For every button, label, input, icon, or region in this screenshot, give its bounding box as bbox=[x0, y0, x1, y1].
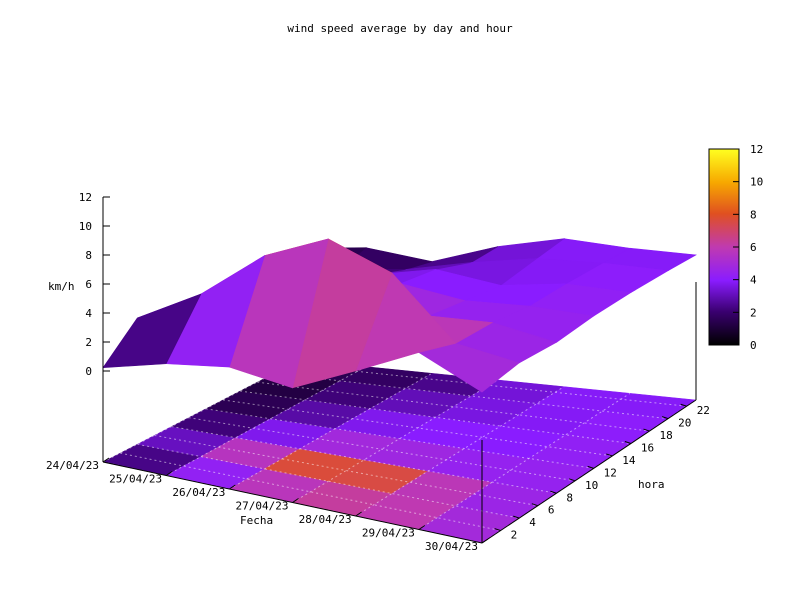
x-tick-mark bbox=[102, 457, 110, 463]
y-tick-label: 22 bbox=[697, 404, 710, 417]
x-tick-label: 26/04/23 bbox=[172, 486, 225, 499]
y-tick-label: 6 bbox=[548, 504, 555, 517]
x-tick-mark bbox=[418, 525, 426, 530]
x-tick-labels: 24/04/23 25/04/23 26/04/23 27/04/23 28/04/23… bbox=[46, 457, 489, 553]
z-tick-label: 0 bbox=[85, 365, 92, 378]
x-tick-label: 30/04/23 bbox=[425, 540, 478, 553]
chart-title: wind speed average by day and hour bbox=[287, 22, 513, 35]
y-tick-label: 20 bbox=[678, 417, 691, 430]
x-tick-label: 25/04/23 bbox=[109, 473, 162, 486]
colorbar-tick-label: 10 bbox=[750, 176, 763, 189]
x-tick-label: 27/04/23 bbox=[236, 500, 289, 513]
y-axis-line bbox=[481, 399, 697, 544]
colorbar-tick-label: 6 bbox=[750, 241, 757, 254]
y-tick-mark bbox=[531, 503, 538, 507]
floor-grid-line bbox=[229, 372, 433, 490]
x-tick-label: 29/04/23 bbox=[362, 527, 415, 540]
colorbar-tick-label: 4 bbox=[750, 274, 757, 287]
y-tick-mark bbox=[513, 515, 520, 519]
x-tick-mark bbox=[165, 471, 173, 476]
colorbar-ticks: 0 2 4 6 8 10 12 bbox=[733, 143, 763, 352]
colorbar-tick-label: 0 bbox=[750, 339, 757, 352]
floor-grid-line bbox=[205, 408, 594, 469]
z-tick-labels: 0 2 4 6 8 10 12 bbox=[79, 191, 110, 378]
floor-grid-line bbox=[222, 399, 613, 457]
floor-grid-line bbox=[188, 417, 576, 482]
y-tick-label: 10 bbox=[585, 479, 598, 492]
colorbar-tick-label: 2 bbox=[750, 306, 757, 319]
base-heatmap bbox=[102, 359, 697, 544]
x-tick-label: 28/04/23 bbox=[299, 513, 352, 526]
colorbar-tick-label: 8 bbox=[750, 208, 757, 221]
x-axis-label: Fecha bbox=[240, 514, 273, 527]
floor-gridlines bbox=[102, 359, 697, 544]
z-tick-label: 4 bbox=[85, 307, 92, 320]
y-tick-mark bbox=[494, 528, 501, 532]
x-tick-mark bbox=[229, 484, 236, 490]
y-tick-mark bbox=[661, 416, 669, 420]
floor-grid-line bbox=[102, 359, 301, 463]
surface-plot bbox=[102, 238, 697, 393]
floor-grid-line bbox=[274, 372, 669, 420]
y-tick-mark bbox=[680, 403, 687, 407]
y-tick-mark bbox=[587, 465, 594, 469]
floor-grid-line bbox=[257, 381, 650, 432]
y-tick-label: 2 bbox=[511, 529, 518, 542]
y-tick-label: 16 bbox=[641, 442, 654, 455]
y-tick-mark bbox=[643, 428, 650, 432]
z-tick-label: 8 bbox=[85, 249, 92, 262]
colorbar-tick-label: 12 bbox=[750, 143, 763, 156]
y-axis-label: hora bbox=[638, 478, 665, 491]
floor-grid-line bbox=[239, 390, 631, 445]
z-tick-label: 2 bbox=[85, 336, 92, 349]
floor-grid-line bbox=[418, 392, 631, 530]
surface-patch bbox=[102, 293, 202, 368]
y-tick-label: 4 bbox=[529, 516, 536, 529]
y-tick-label: 14 bbox=[622, 454, 636, 467]
z-tick-label: 10 bbox=[79, 220, 92, 233]
floor-grid-line bbox=[291, 363, 687, 407]
x-tick-label: 24/04/23 bbox=[46, 459, 99, 472]
y-tick-mark bbox=[606, 453, 613, 457]
x-tick-mark bbox=[292, 498, 299, 503]
x-tick-mark bbox=[355, 511, 362, 517]
z-tick-label: 12 bbox=[79, 191, 92, 204]
y-tick-label: 18 bbox=[659, 429, 672, 442]
y-tick-label: 8 bbox=[566, 491, 573, 504]
y-tick-mark bbox=[624, 441, 632, 444]
y-tick-mark bbox=[550, 490, 557, 494]
y-tick-mark bbox=[568, 478, 576, 482]
y-tick-label: 12 bbox=[604, 466, 617, 479]
floor-grid-line bbox=[171, 426, 557, 494]
colorbar: 0 2 4 6 8 10 12 bbox=[708, 143, 763, 352]
x-tick-mark bbox=[481, 538, 489, 544]
z-tick-label: 6 bbox=[85, 278, 92, 291]
floor-grid-line bbox=[355, 386, 565, 517]
z-axis-label: km/h bbox=[48, 280, 75, 293]
